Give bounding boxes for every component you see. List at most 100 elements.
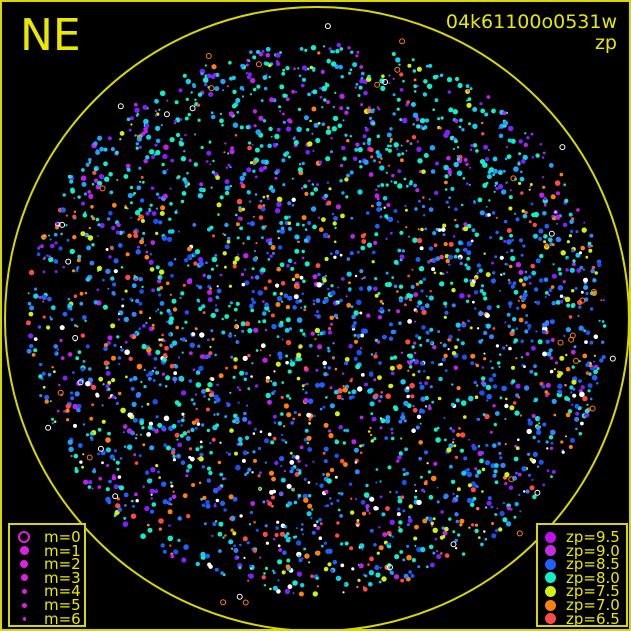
star-marker <box>498 365 501 368</box>
star-marker <box>97 427 102 432</box>
star-marker <box>293 135 296 139</box>
star-marker <box>224 179 230 185</box>
star-marker <box>393 284 398 289</box>
star-marker <box>97 452 100 456</box>
star-marker <box>212 487 219 494</box>
star-marker <box>34 287 38 291</box>
star-marker <box>27 301 32 306</box>
star-marker <box>305 150 311 155</box>
star-marker <box>199 332 205 338</box>
star-marker <box>521 209 525 213</box>
star-marker <box>60 356 65 360</box>
star-marker <box>485 272 491 278</box>
star-marker <box>338 64 344 70</box>
star-marker <box>588 363 593 368</box>
star-marker <box>322 278 327 283</box>
star-marker <box>298 558 303 563</box>
star-marker <box>230 528 234 532</box>
star-marker <box>116 467 120 471</box>
bright-star-ring <box>589 405 596 412</box>
star-marker <box>483 296 488 301</box>
star-marker <box>313 523 317 528</box>
star-marker <box>285 126 292 132</box>
star-marker <box>185 474 189 478</box>
star-marker <box>579 391 585 398</box>
star-marker <box>324 489 329 494</box>
star-marker <box>279 262 285 268</box>
star-marker <box>454 218 457 222</box>
star-marker <box>571 365 575 369</box>
star-marker <box>224 534 227 537</box>
star-marker <box>187 464 193 469</box>
star-marker <box>116 335 120 339</box>
star-marker <box>417 565 421 569</box>
magnitude-marker-icon <box>14 602 34 608</box>
star-marker <box>155 138 161 144</box>
star-marker <box>470 353 476 359</box>
star-marker <box>124 504 127 507</box>
star-marker <box>117 507 123 512</box>
star-marker <box>244 280 250 286</box>
bright-star-ring <box>516 530 523 537</box>
star-marker <box>77 254 82 259</box>
star-marker <box>251 143 254 146</box>
star-marker <box>365 483 369 488</box>
star-marker <box>315 137 321 144</box>
star-marker <box>291 488 294 491</box>
star-marker <box>155 149 161 156</box>
star-marker <box>264 225 267 228</box>
star-marker <box>180 418 185 423</box>
star-marker <box>559 172 564 177</box>
star-marker <box>509 405 515 411</box>
star-marker <box>411 345 415 349</box>
star-marker <box>452 109 458 115</box>
star-marker <box>117 475 122 479</box>
star-marker <box>297 413 301 417</box>
star-marker <box>542 151 546 155</box>
star-marker <box>327 346 330 350</box>
star-marker <box>504 157 508 161</box>
star-marker <box>287 258 293 263</box>
star-marker <box>396 512 401 517</box>
star-marker <box>488 377 494 383</box>
star-marker <box>348 482 353 486</box>
star-marker <box>398 298 404 303</box>
star-marker <box>396 364 403 370</box>
star-marker <box>572 393 577 398</box>
star-marker <box>406 139 410 143</box>
star-marker <box>440 510 444 514</box>
star-marker <box>85 344 90 349</box>
star-marker <box>439 282 443 286</box>
star-marker <box>199 452 204 457</box>
star-marker <box>421 204 426 209</box>
star-marker <box>237 556 240 559</box>
star-marker <box>397 152 401 157</box>
star-marker <box>321 217 326 223</box>
star-marker <box>498 133 504 139</box>
star-marker <box>240 321 246 327</box>
star-marker <box>148 207 151 211</box>
star-marker <box>239 85 244 91</box>
star-marker <box>339 106 344 111</box>
star-marker <box>511 328 515 333</box>
star-marker <box>585 255 589 259</box>
star-marker <box>215 423 220 428</box>
star-marker <box>559 294 564 298</box>
star-marker <box>501 189 507 195</box>
star-marker <box>227 236 231 241</box>
star-marker <box>494 411 500 416</box>
star-marker <box>373 286 378 292</box>
star-marker <box>392 93 396 97</box>
star-marker <box>472 445 477 451</box>
star-marker <box>486 500 492 506</box>
star-marker <box>359 65 364 69</box>
star-marker <box>322 473 325 476</box>
star-marker <box>102 304 108 310</box>
magnitude-legend-item: m=3 <box>14 569 81 587</box>
star-marker <box>479 289 484 293</box>
star-marker <box>28 311 34 317</box>
star-marker <box>303 305 307 309</box>
star-marker <box>185 97 189 101</box>
star-marker <box>250 77 256 84</box>
star-marker <box>431 400 435 404</box>
